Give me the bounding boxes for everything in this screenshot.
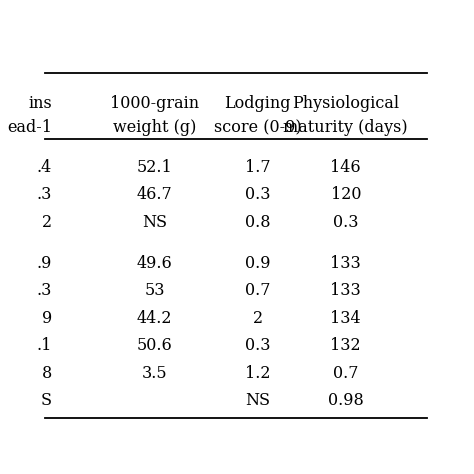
- Text: 0.98: 0.98: [328, 392, 364, 409]
- Text: 50.6: 50.6: [137, 337, 173, 354]
- Text: S: S: [41, 392, 52, 409]
- Text: 44.2: 44.2: [137, 310, 173, 327]
- Text: 2: 2: [42, 214, 52, 231]
- Text: 0.7: 0.7: [245, 283, 270, 300]
- Text: 120: 120: [330, 186, 361, 203]
- Text: 0.3: 0.3: [245, 337, 270, 354]
- Text: 0.9: 0.9: [245, 255, 270, 272]
- Text: .1: .1: [36, 337, 52, 354]
- Text: 0.3: 0.3: [245, 186, 270, 203]
- Text: 53: 53: [145, 283, 165, 300]
- Text: 0.7: 0.7: [333, 365, 358, 382]
- Text: .3: .3: [36, 186, 52, 203]
- Text: 1000-grain: 1000-grain: [110, 95, 200, 112]
- Text: .4: .4: [36, 159, 52, 176]
- Text: Physiological: Physiological: [292, 95, 400, 112]
- Text: NS: NS: [245, 392, 270, 409]
- Text: 132: 132: [330, 337, 361, 354]
- Text: 133: 133: [330, 255, 361, 272]
- Text: 46.7: 46.7: [137, 186, 173, 203]
- Text: .9: .9: [36, 255, 52, 272]
- Text: Lodging: Lodging: [224, 95, 291, 112]
- Text: 1.2: 1.2: [245, 365, 270, 382]
- Text: 8: 8: [42, 365, 52, 382]
- Text: maturity (days): maturity (days): [283, 119, 408, 136]
- Text: 0.8: 0.8: [245, 214, 270, 231]
- Text: ead-1: ead-1: [7, 119, 52, 136]
- Text: 134: 134: [330, 310, 361, 327]
- Text: 9: 9: [42, 310, 52, 327]
- Text: 133: 133: [330, 283, 361, 300]
- Text: 3.5: 3.5: [142, 365, 168, 382]
- Text: weight (g): weight (g): [113, 119, 196, 136]
- Text: .3: .3: [36, 283, 52, 300]
- Text: NS: NS: [142, 214, 167, 231]
- Text: score (0-9): score (0-9): [214, 119, 301, 136]
- Text: 146: 146: [330, 159, 361, 176]
- Text: 52.1: 52.1: [137, 159, 173, 176]
- Text: 2: 2: [253, 310, 263, 327]
- Text: ins: ins: [28, 95, 52, 112]
- Text: 0.3: 0.3: [333, 214, 358, 231]
- Text: 1.7: 1.7: [245, 159, 271, 176]
- Text: 49.6: 49.6: [137, 255, 173, 272]
